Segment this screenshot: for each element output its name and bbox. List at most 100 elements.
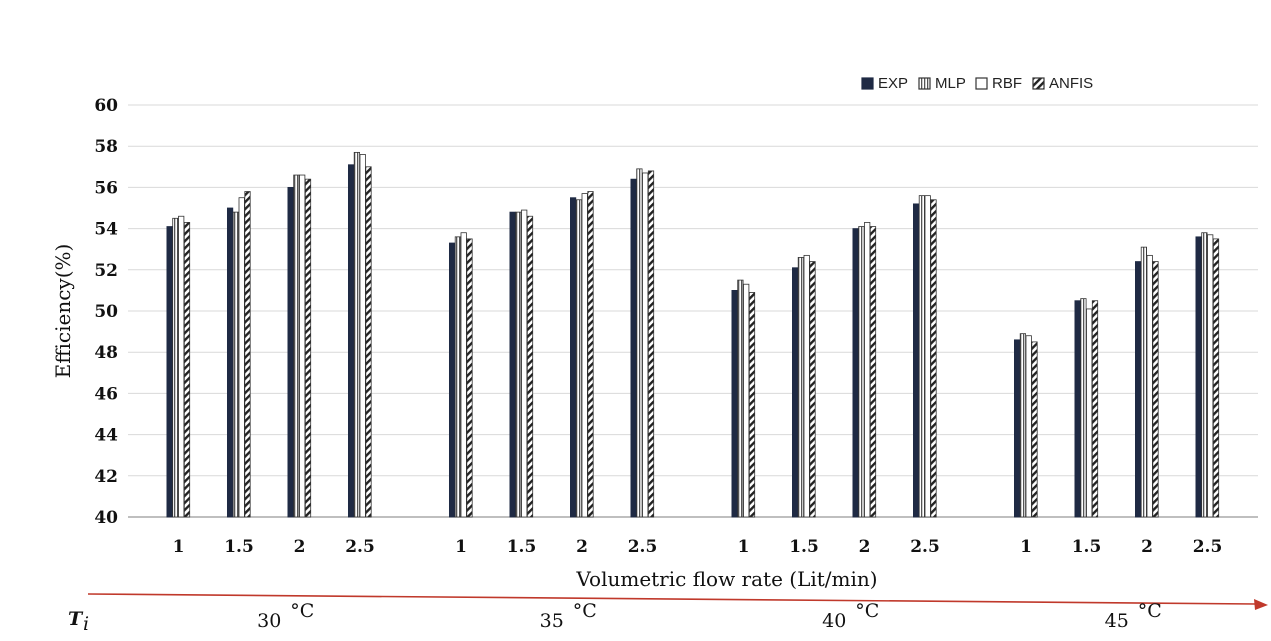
x-tick-label: 1 <box>738 537 750 557</box>
grid-layer <box>128 104 1258 518</box>
bar-exp <box>1074 300 1081 518</box>
x-tick-label: 1.5 <box>789 537 819 557</box>
y-tick-label: 56 <box>94 178 118 198</box>
y-tick-label: 54 <box>94 220 118 240</box>
bar-mlp <box>797 257 805 518</box>
bar-rbf <box>864 222 871 518</box>
bar-anfis <box>809 261 816 518</box>
axes-layer: 40 42 44 46 48 50 52 54 56 58 60 Efficiency(%) <box>51 96 118 528</box>
bar-mlp <box>515 211 522 518</box>
group-label-unit: °C <box>573 600 597 622</box>
bar-exp <box>166 226 173 518</box>
bar-mlp <box>232 211 239 518</box>
bar-mlp <box>1019 333 1027 518</box>
bar-anfis <box>1031 341 1038 518</box>
x-tick-label: 1 <box>173 537 185 557</box>
bar-mlp <box>858 226 865 518</box>
bar-exp <box>1014 339 1021 518</box>
bar-mlp <box>293 174 300 518</box>
x-tick-label: 1.5 <box>224 537 254 557</box>
bar-rbf <box>581 193 588 518</box>
bar-rbf <box>1207 234 1214 518</box>
bar-anfis <box>1091 300 1099 518</box>
x-axis-title: Volumetric flow rate (Lit/min) <box>575 567 877 591</box>
bar-exp <box>1195 236 1202 518</box>
x-tick-label: 2.5 <box>345 537 375 557</box>
y-tick-label: 46 <box>94 384 118 404</box>
x-tick-label: 2 <box>576 537 588 557</box>
y-axis-title: Efficiency(%) <box>51 244 75 379</box>
x-tick-label: 1.5 <box>1072 537 1102 557</box>
x-tick-label: 1.5 <box>507 537 537 557</box>
x-tick-label: 1 <box>455 537 467 557</box>
legend-swatch-rbf <box>975 77 988 90</box>
bar-exp <box>913 203 920 518</box>
x-tick-label: 2 <box>294 537 306 557</box>
group-axis-arrow-head <box>1254 599 1268 610</box>
bar-rbf <box>521 209 528 518</box>
legend-label-mlp: MLP <box>935 75 966 92</box>
x-tick-label: 2 <box>1141 537 1153 557</box>
group-axis-label-subscript: i <box>83 613 89 635</box>
x-tick-label: 2 <box>859 537 871 557</box>
bar-rbf <box>1025 335 1032 518</box>
bar-exp <box>347 164 355 518</box>
bar-anfis <box>1152 261 1159 518</box>
bar-exp <box>852 228 859 518</box>
bar-mlp <box>172 217 179 518</box>
bar-anfis <box>1212 238 1220 518</box>
legend: EXP MLP RBF ANFIS <box>861 75 1093 92</box>
bar-mlp <box>575 199 583 518</box>
group-label: 40 <box>822 610 846 632</box>
bar-exp <box>226 207 234 518</box>
bar-mlp <box>353 151 361 518</box>
group-label-unit: °C <box>290 600 314 622</box>
legend-label-exp: EXP <box>878 75 908 92</box>
bar-exp <box>287 186 294 518</box>
bar-anfis <box>183 222 191 518</box>
bar-rbf <box>178 215 185 518</box>
bar-rbf <box>299 174 306 518</box>
legend-swatch-mlp <box>918 77 931 90</box>
group-label: 35 <box>540 610 564 632</box>
group-axis-arrow-line <box>87 593 1257 605</box>
bar-mlp <box>1080 298 1087 518</box>
bar-rbf <box>642 172 649 518</box>
bar-anfis <box>466 238 473 518</box>
bar-rbf <box>924 195 931 518</box>
y-tick-label: 52 <box>94 261 118 281</box>
x-tick-label: 2.5 <box>628 537 658 557</box>
bar-exp <box>448 242 456 518</box>
bar-anfis <box>526 215 534 518</box>
legend-swatch-exp <box>861 77 874 90</box>
group-label-unit: °C <box>1138 600 1162 622</box>
bar-mlp <box>918 195 926 518</box>
bar-anfis <box>647 170 655 518</box>
legend-swatch-anfis <box>1032 77 1045 90</box>
x-tick-label: 1 <box>1020 537 1032 557</box>
bar-anfis <box>869 226 877 518</box>
bar-rbf <box>1086 308 1093 518</box>
bar-exp <box>630 178 637 518</box>
bar-mlp <box>454 236 462 518</box>
group-axis-label: T <box>68 608 84 630</box>
bar-rbf <box>238 197 245 518</box>
legend-label-anfis: ANFIS <box>1049 75 1093 92</box>
bar-rbf <box>359 154 366 518</box>
bar-anfis <box>930 199 937 518</box>
bar-exp <box>731 289 738 518</box>
bar-mlp <box>1201 232 1208 518</box>
bar-mlp <box>737 279 744 518</box>
group-label: 30 <box>257 610 281 632</box>
y-tick-label: 58 <box>94 137 118 157</box>
bar-exp <box>570 197 577 518</box>
y-tick-label: 40 <box>94 508 118 528</box>
bar-anfis <box>244 191 251 518</box>
x-tick-label: 2.5 <box>910 537 940 557</box>
group-label-unit: °C <box>855 600 879 622</box>
bar-anfis <box>587 191 594 518</box>
labels-layer: 1 1.5 2 2.5 1 1.5 2 2.5 1 1.5 2 2.5 1 1.5 2 2.5 Volumetr… <box>68 537 1268 635</box>
bar-exp <box>1135 261 1142 518</box>
